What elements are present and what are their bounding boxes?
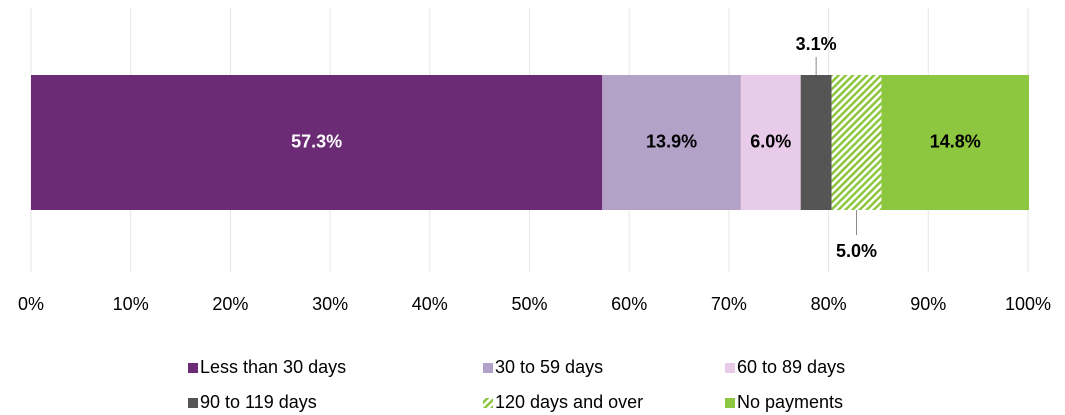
- bar-segment: [740, 75, 801, 210]
- x-tick-label: 60%: [611, 294, 647, 314]
- x-tick-label: 50%: [511, 294, 547, 314]
- legend-label: 90 to 119 days: [200, 392, 317, 412]
- legend-swatch: [725, 363, 735, 373]
- x-tick-label: 0%: [18, 294, 44, 314]
- legend-swatch: [483, 398, 493, 408]
- x-tick-label: 90%: [910, 294, 946, 314]
- x-tick-label: 20%: [212, 294, 248, 314]
- data-label: 14.8%: [930, 131, 981, 151]
- bar-segment: [881, 75, 1029, 210]
- legend-label: Less than 30 days: [200, 357, 346, 377]
- x-tick-label: 30%: [312, 294, 348, 314]
- legend-swatch: [483, 363, 493, 373]
- data-label: 57.3%: [291, 131, 342, 151]
- bar-segment: [831, 75, 882, 210]
- x-tick-label: 100%: [1005, 294, 1051, 314]
- data-label: 5.0%: [836, 241, 877, 261]
- legend-swatch: [188, 363, 198, 373]
- x-tick-label: 70%: [711, 294, 747, 314]
- legend-label: 30 to 59 days: [495, 357, 603, 377]
- data-label: 3.1%: [796, 34, 837, 54]
- data-label: 13.9%: [646, 131, 697, 151]
- bar-segment: [31, 75, 603, 210]
- legend-label: 120 days and over: [495, 392, 643, 412]
- legend-swatch: [188, 398, 198, 408]
- x-tick-label: 10%: [113, 294, 149, 314]
- bar-segment: [800, 75, 832, 210]
- legend-swatch: [725, 398, 735, 408]
- legend-label: No payments: [737, 392, 843, 412]
- bar-segment: [602, 75, 741, 210]
- legend-label: 60 to 89 days: [737, 357, 845, 377]
- x-tick-label: 80%: [811, 294, 847, 314]
- data-label: 6.0%: [750, 131, 791, 151]
- x-tick-label: 40%: [412, 294, 448, 314]
